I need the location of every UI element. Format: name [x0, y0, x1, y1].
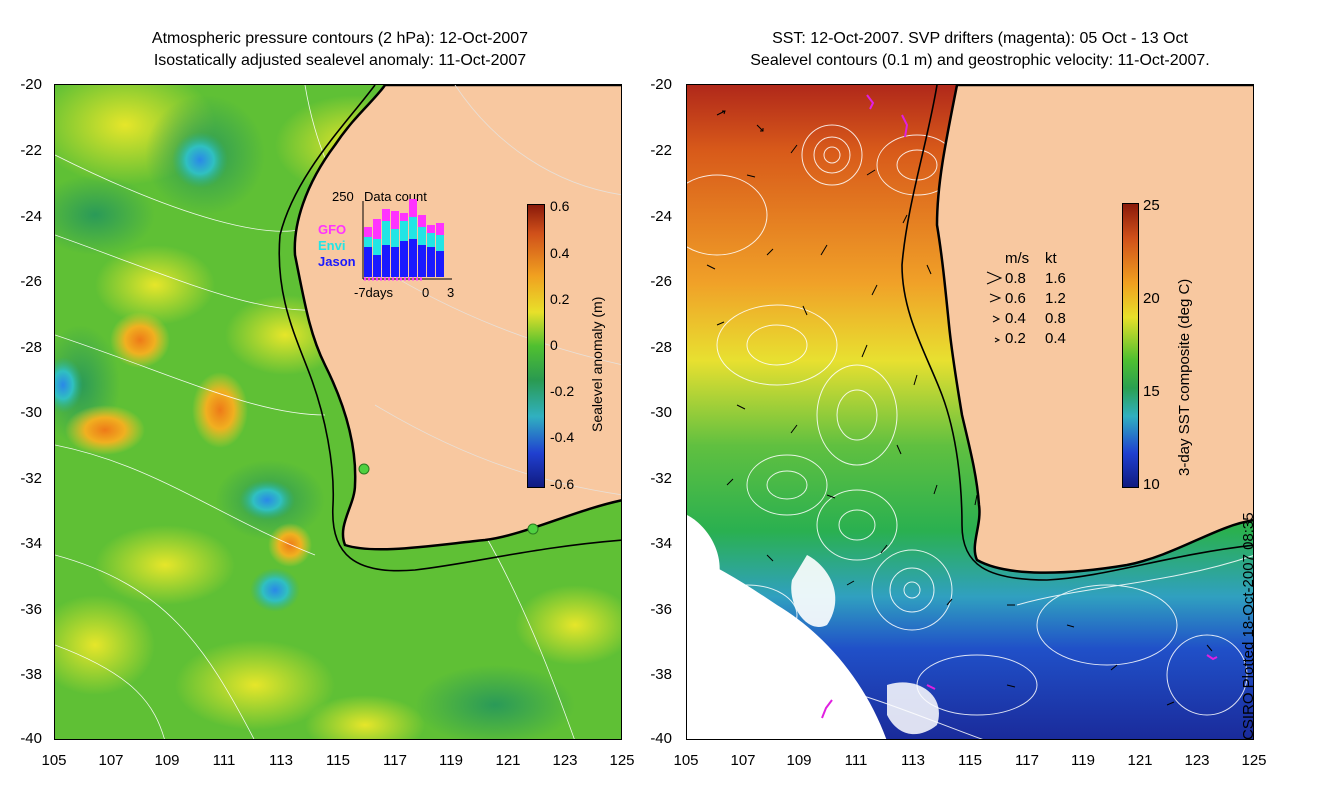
x-tick: 111	[212, 752, 236, 769]
cb-tick: 25	[1143, 197, 1160, 214]
y-tick: -30	[20, 404, 42, 421]
plot-credit: CSIRO Plotted 18-Oct-2007 08:35	[1240, 512, 1257, 740]
y-tick: -40	[20, 730, 42, 747]
y-tick: -20	[20, 76, 42, 93]
sealevel-colorbar-title: Sealevel anomaly (m)	[589, 296, 605, 432]
y-tick: -28	[20, 339, 42, 356]
cloud-mask	[687, 515, 939, 739]
x-tick: 105	[673, 752, 699, 769]
legend-envi: Envi	[318, 238, 346, 253]
y-tick: -24	[650, 208, 672, 225]
y-tick: -32	[650, 470, 672, 487]
legend-jason: Jason	[318, 254, 356, 269]
x-tick: 119	[1071, 752, 1095, 769]
cb-tick: 10	[1143, 476, 1160, 493]
y-tick: -32	[20, 470, 42, 487]
cb-tick: 15	[1143, 383, 1160, 400]
x-tick: 117	[383, 752, 407, 769]
x-tick: 113	[901, 752, 925, 769]
inset-xlabel-end: 3	[447, 285, 455, 300]
y-tick: -26	[650, 273, 672, 290]
inset-xlabel-zero: 0	[422, 285, 430, 300]
x-tick: 117	[1015, 752, 1039, 769]
legend-ms-value: 0.8	[1005, 270, 1026, 287]
y-tick: -38	[20, 666, 42, 683]
y-tick: -34	[20, 535, 42, 552]
x-tick: 107	[98, 752, 124, 769]
sealevel-colorbar-gradient	[527, 204, 545, 488]
legend-ms-value: 0.6	[1005, 290, 1026, 307]
y-tick: -36	[650, 601, 672, 618]
y-tick: -20	[650, 76, 672, 93]
x-tick: 121	[1127, 752, 1153, 769]
velocity-legend-arrows	[986, 271, 1003, 343]
legend-header-ms: m/s	[1005, 250, 1030, 267]
right-title-line1: SST: 12-Oct-2007. SVP drifters (magenta)…	[772, 30, 1188, 47]
velocity-legend: m/s kt 0.8 1.6 0.6 1.2 0.4 0.8 0.2 0.4	[985, 250, 1095, 350]
inset-xlabel-start: -7days	[354, 285, 394, 300]
sealevel-contours	[687, 124, 1253, 739]
cb-tick: 0	[550, 337, 558, 353]
data-count-bars	[362, 199, 452, 281]
legend-ms-value: 0.2	[1005, 330, 1026, 347]
x-tick: 123	[552, 752, 578, 769]
x-tick: 119	[439, 752, 463, 769]
y-tick: -40	[650, 730, 672, 747]
legend-kt-value: 1.6	[1045, 270, 1066, 287]
svp-drifter-tracks	[821, 94, 1218, 719]
x-tick: 107	[730, 752, 756, 769]
land-mass	[935, 85, 1253, 574]
y-tick: -38	[650, 666, 672, 683]
geostrophic-velocity-arrows	[706, 110, 1213, 706]
x-tick: 111	[844, 752, 868, 769]
left-sealevel-map	[54, 84, 622, 740]
cb-tick: 0.4	[550, 245, 570, 261]
cb-tick: 0.2	[550, 291, 570, 307]
cb-tick: 20	[1143, 290, 1160, 307]
y-tick: -34	[650, 535, 672, 552]
cb-tick: -0.4	[550, 429, 575, 445]
cb-tick: -0.2	[550, 383, 575, 399]
cb-tick: -0.6	[550, 476, 575, 492]
x-tick: 115	[958, 752, 982, 769]
right-panel-title: SST: 12-Oct-2007. SVP drifters (magenta)…	[640, 28, 1320, 72]
legend-kt-value: 0.4	[1045, 330, 1066, 347]
y-tick: -28	[650, 339, 672, 356]
left-panel-title: Atmospheric pressure contours (2 hPa): 1…	[60, 28, 620, 72]
legend-gfo: GFO	[318, 222, 347, 237]
right-title-line2: Sealevel contours (0.1 m) and geostrophi…	[750, 52, 1210, 69]
x-tick: 109	[786, 752, 812, 769]
y-tick: -26	[20, 273, 42, 290]
left-title-line1: Atmospheric pressure contours (2 hPa): 1…	[151, 30, 529, 47]
legend-kt-value: 1.2	[1045, 290, 1066, 307]
left-title-line2: Isostatically adjusted sealevel anomaly:…	[153, 52, 527, 69]
sst-colorbar-title: 3-day SST composite (deg C)	[1176, 278, 1193, 476]
x-tick: 105	[41, 752, 67, 769]
x-tick: 123	[1184, 752, 1210, 769]
y-tick: -30	[650, 404, 672, 421]
x-tick: 125	[1241, 752, 1267, 769]
data-count-inset: 250 Data count GFO Envi Jason -7days 0 3	[300, 185, 460, 305]
x-tick: 109	[154, 752, 180, 769]
legend-header-kt: kt	[1045, 250, 1057, 267]
y-tick: -22	[650, 142, 672, 159]
y-tick: -22	[20, 142, 42, 159]
y-tick: -24	[20, 208, 42, 225]
x-tick: 125	[609, 752, 635, 769]
inset-max-label: 250	[332, 189, 354, 204]
legend-kt-value: 0.8	[1045, 310, 1066, 327]
x-tick: 115	[326, 752, 350, 769]
x-tick: 121	[495, 752, 521, 769]
sst-colorbar-gradient	[1122, 203, 1139, 488]
right-sst-map	[686, 84, 1254, 740]
legend-ms-value: 0.4	[1005, 310, 1026, 327]
bar-stack	[364, 199, 444, 277]
cb-tick: 0.6	[550, 198, 570, 214]
x-tick: 113	[269, 752, 293, 769]
y-tick: -36	[20, 601, 42, 618]
